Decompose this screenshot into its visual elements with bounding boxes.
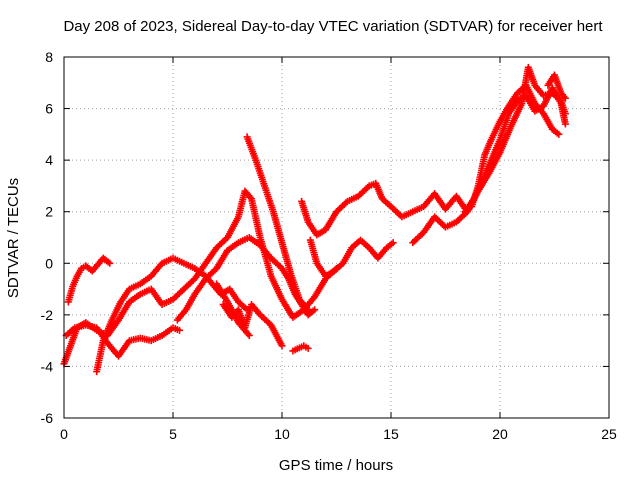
- plot-frame: [63, 56, 610, 419]
- data-point-marker: [311, 306, 319, 314]
- y-tick-label: 0: [45, 255, 53, 271]
- data-point-marker: [561, 120, 569, 128]
- data-point-marker: [304, 306, 312, 314]
- series-track-d: [93, 254, 251, 376]
- x-tick-label: 25: [601, 426, 617, 442]
- y-tick-label: 4: [45, 152, 53, 168]
- series-track-j: [298, 179, 471, 239]
- series-track-o: [544, 71, 569, 102]
- series-track-f: [219, 301, 286, 350]
- data-series: [60, 63, 569, 376]
- series-track-h: [243, 133, 312, 314]
- series-track-k: [306, 236, 397, 280]
- data-point-marker: [245, 331, 253, 339]
- x-axis-label: GPS time / hours: [279, 457, 393, 474]
- data-point-marker: [389, 239, 397, 247]
- y-tick-labels: -6 -4 -2 0 2 4 6 8: [41, 49, 54, 426]
- x-tick-label: 20: [492, 426, 508, 442]
- x-tick-label: 15: [383, 426, 399, 442]
- data-point-marker: [106, 259, 114, 267]
- series-track-c: [64, 254, 114, 306]
- data-point-marker: [278, 342, 286, 350]
- data-point-marker: [176, 326, 184, 334]
- series-track-n: [461, 84, 569, 216]
- series-track-b: [62, 321, 184, 360]
- data-point-marker: [555, 130, 563, 138]
- series-track-i: [289, 342, 312, 355]
- chart-title: Day 208 of 2023, Sidereal Day-to-day VTE…: [63, 18, 603, 35]
- y-tick-label: 2: [45, 204, 53, 220]
- x-tick-label: 0: [60, 426, 68, 442]
- y-axis-label: SDTVAR / TECUs: [5, 178, 22, 298]
- y-tick-label: -6: [41, 410, 54, 426]
- y-tick-label: 8: [45, 49, 53, 65]
- y-tick-label: -2: [41, 307, 54, 323]
- y-tick-label: 6: [45, 101, 53, 117]
- series-track-g: [213, 280, 253, 339]
- data-point-marker: [561, 94, 569, 102]
- y-tick-label: -4: [41, 358, 54, 374]
- x-tick-labels: 0 5 10 15 20 25: [60, 426, 617, 442]
- x-tick-label: 10: [274, 426, 290, 442]
- data-point-marker: [304, 344, 312, 352]
- x-tick-label: 5: [169, 426, 177, 442]
